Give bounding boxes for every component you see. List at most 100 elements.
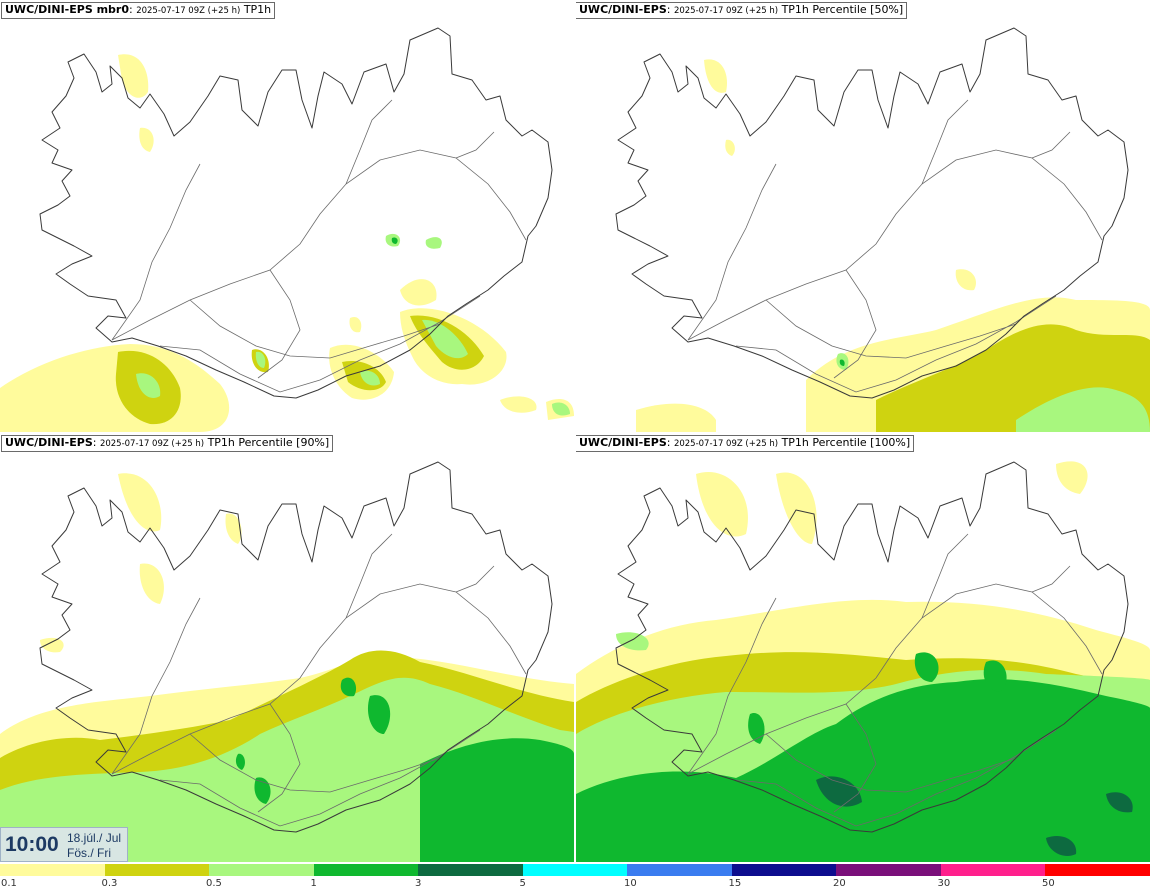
precipitation-colorbar: 0.1 0.3 0.5 1 3 5 10 15 20 30 50: [0, 862, 1150, 891]
precip-contour: [696, 471, 748, 537]
colorbar-label: 1: [310, 878, 317, 889]
valid-date: 18.júl./ Jul: [67, 831, 122, 845]
colorbar-swatch: [940, 864, 1046, 876]
panel-divider: [0, 432, 1150, 434]
road-network: [111, 99, 527, 393]
road-network: [111, 533, 527, 827]
panel-title-percentile-50: UWC/DINI-EPS: 2025-07-17 09Z (+25 h) TP1…: [575, 2, 908, 19]
precip-contour: [955, 269, 976, 291]
panel-source: UWC/DINI-EPS: [579, 436, 667, 449]
precip-contour: [1056, 461, 1088, 494]
precip-contour: [1046, 835, 1077, 857]
panel-variable: TP1h Percentile [100%]: [781, 436, 911, 449]
road-network: [687, 533, 1103, 827]
colorbar-swatch: [209, 864, 315, 876]
precip-contour: [0, 344, 230, 432]
precip-map: [576, 461, 1150, 862]
precip-contour: [225, 513, 242, 544]
colorbar-swatch: [1045, 864, 1150, 876]
colorbar-swatch: [418, 864, 524, 876]
panel-title-member0: UWC/DINI-EPS mbr0: 2025-07-17 09Z (+25 h…: [1, 2, 276, 19]
precip-contour: [118, 473, 162, 532]
precip-contour: [914, 652, 939, 682]
iceland-coastline: [39, 461, 553, 833]
panel-run-info: 2025-07-17 09Z (+25 h): [99, 439, 205, 449]
colorbar-label: 50: [1042, 878, 1055, 889]
map-panel-member0: [0, 0, 574, 432]
precip-contour: [552, 402, 570, 416]
precip-contour: [776, 472, 817, 544]
colorbar-label: 0.3: [101, 878, 118, 889]
precip-contour: [420, 738, 574, 862]
valid-weekday: Fös./ Fri: [67, 846, 111, 860]
panel-title-percentile-90: UWC/DINI-EPS: 2025-07-17 09Z (+25 h) TP1…: [1, 435, 334, 452]
precip-contour: [1016, 387, 1150, 432]
colorbar-swatch: [104, 864, 210, 876]
precip-contour: [391, 237, 398, 244]
panel-run-info: 2025-07-17 09Z (+25 h): [673, 439, 779, 449]
precip-contour: [1106, 792, 1133, 813]
precip-contour: [136, 373, 161, 398]
colorbar-swatch: [731, 864, 837, 876]
colorbar-label: 10: [624, 878, 637, 889]
precip-contour: [340, 677, 357, 697]
precip-map: [0, 27, 574, 432]
precip-contour: [704, 59, 728, 93]
precip-contour: [816, 776, 862, 807]
colorbar-swatch: [627, 864, 733, 876]
valid-time-box: 10:00 18.júl./ Jul Fös./ Fri: [0, 827, 128, 862]
precip-contour: [235, 753, 245, 770]
precip-contour: [118, 54, 149, 98]
valid-time: 10:00: [5, 833, 59, 856]
colorbar-label: 3: [415, 878, 422, 889]
colorbar-swatch: [836, 864, 942, 876]
colorbar-label: 15: [728, 878, 742, 889]
panel-source: UWC/DINI-EPS: [579, 3, 667, 16]
precip-contour: [400, 279, 437, 306]
precip-contour: [500, 396, 537, 413]
colorbar-swatch: [522, 864, 628, 876]
precip-contour: [616, 632, 649, 651]
precip-contour: [422, 319, 468, 359]
panel-variable: TP1h Percentile [50%]: [781, 3, 904, 16]
panel-run-info: 2025-07-17 09Z (+25 h): [136, 6, 241, 16]
colorbar-label: 0.5: [206, 878, 222, 889]
precip-contour: [367, 695, 391, 734]
precip-map: [0, 461, 574, 862]
precip-contour: [139, 563, 164, 604]
precip-contour: [139, 127, 154, 152]
panel-run-info: 2025-07-17 09Z (+25 h): [673, 6, 779, 16]
precip-contour: [748, 712, 765, 744]
precip-contour: [254, 777, 271, 804]
precip-contour: [40, 637, 64, 653]
precip-contour: [255, 351, 266, 368]
panel-variable: TP1h: [243, 3, 272, 16]
map-panel-percentile-90: [0, 434, 574, 862]
precip-contour: [349, 316, 362, 333]
precip-map: [615, 27, 1150, 432]
road-network: [687, 99, 1103, 393]
colorbar-label: 0.1: [1, 878, 17, 889]
precip-contour: [576, 679, 1150, 862]
map-panel-percentile-50: [576, 0, 1150, 432]
colorbar-swatch: [313, 864, 419, 876]
iceland-coastline: [39, 27, 553, 399]
panel-title-percentile-100: UWC/DINI-EPS: 2025-07-17 09Z (+25 h) TP1…: [575, 435, 915, 452]
panel-source: UWC/DINI-EPS: [5, 436, 93, 449]
precip-contour: [636, 403, 716, 432]
iceland-coastline: [615, 461, 1129, 833]
iceland-coastline: [615, 27, 1129, 399]
precip-contour: [983, 660, 1007, 692]
colorbar-label: 20: [833, 878, 846, 889]
precip-contour: [725, 139, 735, 156]
panel-divider: [574, 0, 576, 862]
colorbar-label: 5: [519, 878, 526, 889]
map-panel-percentile-100: [576, 434, 1150, 862]
colorbar-swatch: [0, 864, 106, 876]
panel-source: UWC/DINI-EPS mbr0: [5, 3, 129, 16]
precip-contour: [425, 237, 442, 249]
panel-variable: TP1h Percentile [90%]: [207, 436, 330, 449]
precip-contour: [839, 359, 845, 366]
colorbar-label: 30: [937, 878, 951, 889]
precip-contour: [360, 370, 380, 386]
